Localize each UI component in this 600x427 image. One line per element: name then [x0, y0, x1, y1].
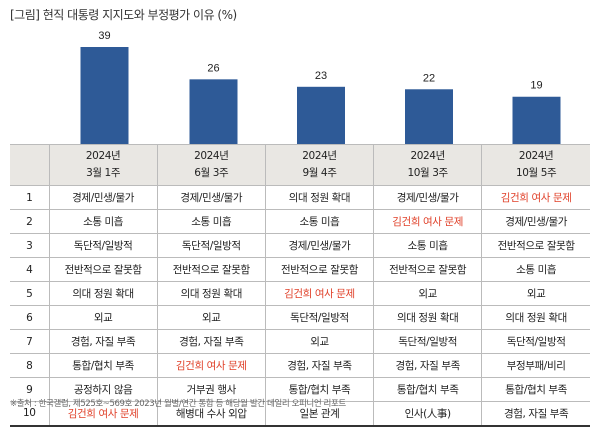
table-row: 5 의대 정원 확대 의대 정원 확대 김건희 여사 문제 외교 외교	[10, 281, 590, 306]
reason-cell: 전반적으로 잘못함	[373, 257, 482, 282]
header-week: 10월 3주	[407, 167, 449, 179]
header-week: 9월 4주	[302, 167, 337, 179]
table-row: 3 독단적/일방적 독단적/일방적 경제/민생/물가 소통 미흡 전반적으로 잘못함	[10, 233, 590, 258]
reason-cell: 전반적으로 잘못함	[48, 257, 158, 282]
reason-cell: 통합/협치 부족	[373, 377, 482, 402]
reason-cell: 통합/협치 부족	[264, 377, 374, 402]
reason-cell: 소통 미흡	[156, 209, 266, 234]
table-row: 8 통합/협치 부족 김건희 여사 문제 경험, 자질 부족 경험, 자질 부족 부정부패…	[10, 353, 590, 378]
reason-cell: 소통 미흡	[264, 209, 374, 234]
reason-cell: 경제/민생/물가	[481, 209, 590, 234]
period-header: 2024년 10월 3주	[373, 144, 482, 186]
table-row: 9 공정하지 않음 거부권 행사 통합/협치 부족 통합/협치 부족 통합/협치 부족	[10, 377, 590, 402]
bar-value-label: 39	[98, 30, 110, 42]
rank-cell: 4	[10, 257, 49, 282]
table-row: 4 전반적으로 잘못함 전반적으로 잘못함 전반적으로 잘못함 전반적으로 잘못함 소통 …	[10, 257, 590, 282]
bar-value-label: 22	[423, 72, 435, 84]
header-week: 3월 1주	[86, 167, 121, 179]
bar	[297, 86, 345, 144]
reason-cell: 소통 미흡	[481, 257, 590, 282]
period-header: 2024년 9월 4주	[264, 144, 374, 186]
reason-cell: 인사(人事)	[373, 401, 482, 427]
header-year: 2024년	[518, 150, 554, 162]
reason-cell: 전반적으로 잘못함	[156, 257, 266, 282]
reason-cell: 외교	[48, 305, 158, 330]
period-header: 2024년 6월 3주	[156, 144, 266, 186]
source-note: ※출처 : 한국갤럽, 제525호~569호 2023년 월별/연간 통합 등 …	[10, 399, 346, 409]
rank-cell: 6	[10, 305, 49, 330]
reason-cell: 의대 정원 확대	[264, 185, 374, 210]
reasons-table: 2024년 3월 1주 2024년 6월 3주 2024년 9월 4주 2024년 10월 3…	[10, 144, 590, 427]
reason-cell: 의대 정원 확대	[48, 281, 158, 306]
reason-cell: 경험, 자질 부족	[156, 329, 266, 354]
reason-cell: 외교	[156, 305, 266, 330]
reason-cell: 의대 정원 확대	[156, 281, 266, 306]
rank-cell: 7	[10, 329, 49, 354]
bar-value-label: 23	[315, 70, 327, 82]
bar	[405, 89, 453, 144]
reason-cell: 경험, 자질 부족	[373, 353, 482, 378]
reason-cell: 독단적/일방적	[481, 329, 590, 354]
reason-cell: 경험, 자질 부족	[481, 401, 590, 427]
reason-cell: 소통 미흡	[373, 233, 482, 258]
reason-cell: 경제/민생/물가	[48, 185, 158, 210]
rank-cell: 1	[10, 185, 49, 210]
period-header: 2024년 10월 5주	[481, 144, 590, 186]
header-week: 10월 5주	[515, 167, 557, 179]
reason-cell: 의대 정원 확대	[481, 305, 590, 330]
header-year: 2024년	[302, 150, 337, 162]
reason-cell: 독단적/일방적	[264, 305, 374, 330]
chart-title: [그림] 현직 대통령 지지도와 부정평가 이유 (%)	[10, 8, 237, 22]
rank-cell: 2	[10, 209, 49, 234]
reason-cell: 공정하지 않음	[48, 377, 158, 402]
reason-cell: 독단적/일방적	[48, 233, 158, 258]
header-year: 2024년	[194, 150, 229, 162]
reason-cell: 경제/민생/물가	[156, 185, 266, 210]
rank-cell: 5	[10, 281, 49, 306]
table-header-row: 2024년 3월 1주 2024년 6월 3주 2024년 9월 4주 2024년 10월 3…	[10, 144, 590, 186]
bar-value-label: 19	[530, 80, 542, 92]
reason-cell: 경험, 자질 부족	[48, 329, 158, 354]
reason-cell: 소통 미흡	[48, 209, 158, 234]
reason-cell: 의대 정원 확대	[373, 305, 482, 330]
table-row: 7 경험, 자질 부족 경험, 자질 부족 외교 독단적/일방적 독단적/일방적	[10, 329, 590, 354]
table-row: 6 외교 외교 독단적/일방적 의대 정원 확대 의대 정원 확대	[10, 305, 590, 330]
rank-header	[10, 144, 49, 186]
bar	[512, 96, 561, 144]
reason-cell: 외교	[373, 281, 482, 306]
reason-cell: 경제/민생/물가	[264, 233, 374, 258]
bar	[189, 79, 238, 144]
reason-cell: 전반적으로 잘못함	[264, 257, 374, 282]
reason-cell: 통합/협치 부족	[481, 377, 590, 402]
table-row: 1 경제/민생/물가 경제/민생/물가 의대 정원 확대 경제/민생/물가 김건희 여사 …	[10, 185, 590, 210]
reason-cell: 경험, 자질 부족	[264, 353, 374, 378]
bar	[80, 47, 129, 144]
bar-value-label: 26	[207, 62, 219, 74]
reason-cell: 독단적/일방적	[373, 329, 482, 354]
reason-cell: 통합/협치 부족	[48, 353, 158, 378]
reason-cell: 독단적/일방적	[156, 233, 266, 258]
reason-cell: 김건희 여사 문제	[264, 281, 374, 306]
reason-cell: 외교	[264, 329, 374, 354]
rank-cell: 9	[10, 377, 49, 402]
period-header: 2024년 3월 1주	[48, 144, 158, 186]
reason-cell: 김건희 여사 문제	[156, 353, 266, 378]
table-row: 2 소통 미흡 소통 미흡 소통 미흡 김건희 여사 문제 경제/민생/물가	[10, 209, 590, 234]
reason-cell: 경제/민생/물가	[373, 185, 482, 210]
rank-cell: 8	[10, 353, 49, 378]
bar-chart: 39 26 23 22 19	[80, 30, 561, 144]
header-year: 2024년	[410, 150, 445, 162]
header-week: 6월 3주	[194, 167, 229, 179]
reason-cell: 김건희 여사 문제	[373, 209, 482, 234]
reason-cell: 거부권 행사	[156, 377, 266, 402]
header-year: 2024년	[85, 150, 121, 162]
rank-cell: 3	[10, 233, 49, 258]
reason-cell: 김건희 여사 문제	[481, 185, 590, 210]
reason-cell: 부정부패/비리	[481, 353, 590, 378]
reason-cell: 외교	[481, 281, 590, 306]
reason-cell: 전반적으로 잘못함	[481, 233, 590, 258]
